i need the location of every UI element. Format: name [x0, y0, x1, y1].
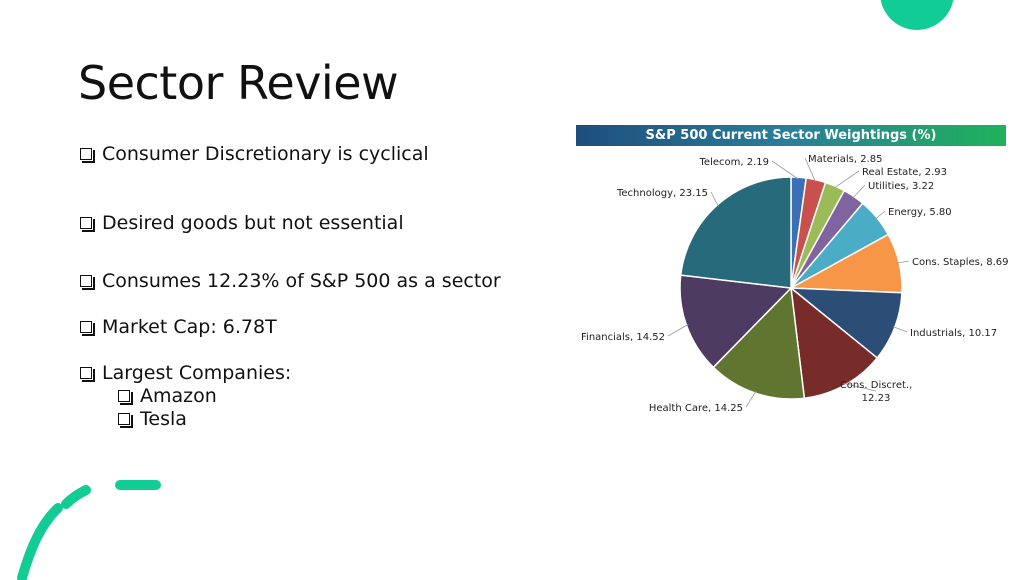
bullet-text: Amazon [140, 385, 217, 407]
slice-label: Real Estate, 2.93 [862, 167, 947, 178]
slice-label: Financials, 14.52 [581, 332, 665, 343]
leader-line [771, 160, 799, 180]
slice-label: Health Care, 14.25 [649, 403, 743, 414]
bullet-text: Tesla [140, 408, 187, 430]
leader-line [834, 170, 860, 189]
slice-label: Cons. Discret., 12.23 [840, 380, 913, 404]
checkbox-icon [80, 275, 95, 290]
leader-line [852, 184, 866, 199]
bullet-text: Market Cap: 6.78T [102, 316, 277, 338]
pie-slice [679, 176, 792, 289]
pie-chart-svg: Telecom, 2.19 Materials, 2.85 Real Estate,… [581, 154, 1009, 414]
leader-line [897, 260, 910, 264]
pie-slice [790, 286, 879, 400]
pie-slice [712, 286, 806, 400]
checkbox-icon [118, 413, 133, 428]
checkbox-icon [118, 390, 133, 405]
slice-label: Technology, 23.15 [616, 188, 708, 199]
bullet-item: Market Cap: 6.78T [80, 316, 277, 338]
leader-line [667, 323, 689, 337]
leader-line [843, 383, 877, 392]
sub-bullet-item: Tesla [118, 408, 187, 430]
checkbox-icon [80, 148, 95, 163]
slide-title: Sector Review [78, 56, 399, 110]
pie-chart: S&P 500 Current Sector Weightings (%) Te… [576, 125, 1009, 425]
slice-label: Materials, 2.85 [808, 154, 882, 165]
bullet-text: Largest Companies: [102, 362, 292, 384]
bullet-text: Consumes 12.23% of S&P 500 as a sector [102, 270, 501, 292]
chart-title: S&P 500 Current Sector Weightings (%) [576, 125, 1006, 146]
slice-label: Cons. Staples, 8.69 [912, 257, 1009, 268]
leader-line [875, 210, 886, 220]
decorative-circle [880, 0, 954, 30]
decorative-dashed-arc [17, 480, 161, 580]
slice-label: Industrials, 10.17 [910, 328, 997, 339]
slice-label: Telecom, 2.19 [699, 157, 769, 168]
bullet-item: Largest Companies: [80, 362, 291, 384]
checkbox-icon [80, 321, 95, 336]
slice-label: Utilities, 3.22 [868, 181, 934, 192]
bullet-item: Consumer Discretionary is cyclical [80, 143, 429, 165]
leader-line [710, 191, 719, 207]
slice-label: Energy, 5.80 [888, 207, 952, 218]
bullet-text: Consumer Discretionary is cyclical [102, 143, 429, 165]
bullet-item: Desired goods but not essential [80, 212, 404, 234]
bullet-text: Desired goods but not essential [102, 212, 404, 234]
leader-line [745, 391, 757, 408]
checkbox-icon [80, 217, 95, 232]
bullet-item: Consumes 12.23% of S&P 500 as a sector [80, 270, 501, 292]
leader-line [804, 157, 816, 182]
sub-bullet-item: Amazon [118, 385, 217, 407]
leader-line [892, 326, 908, 333]
checkbox-icon [80, 367, 95, 382]
